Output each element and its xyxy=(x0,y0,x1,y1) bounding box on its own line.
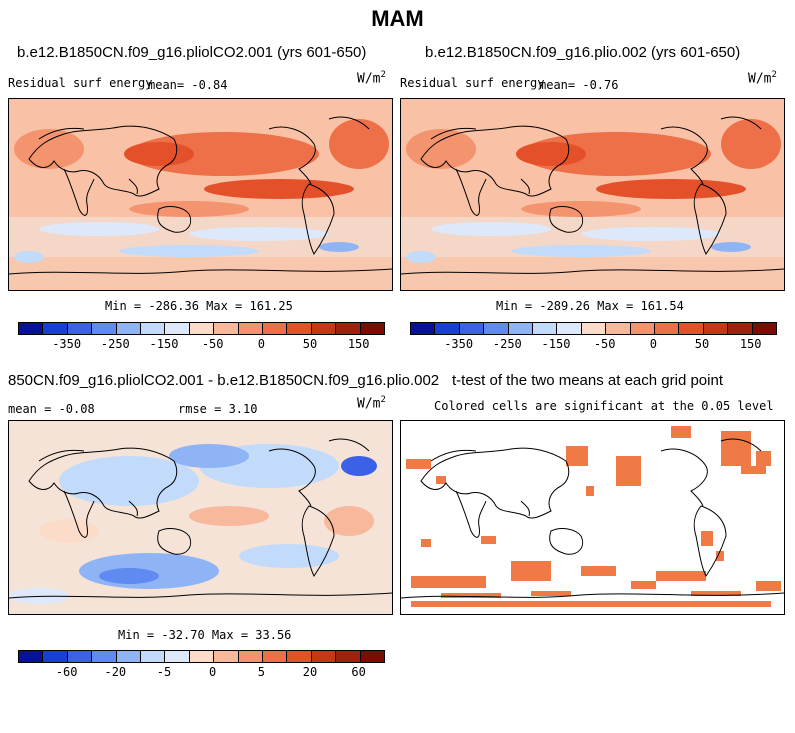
colorbar-segment xyxy=(214,651,239,662)
colorbar-tick-label: 5 xyxy=(257,665,265,679)
colorbar-segment xyxy=(679,323,704,334)
significance-map xyxy=(400,420,785,615)
colorbar-segment xyxy=(360,651,385,662)
colorbar-segment xyxy=(116,651,142,662)
colorbar-tick-label: 0 xyxy=(649,337,657,351)
top-right-variable-label: Residual surf energy xyxy=(400,76,545,90)
colorbar-tick-label: 60 xyxy=(351,665,366,679)
top-left-map xyxy=(8,98,393,291)
top-left-units-label: W/m2 xyxy=(357,70,386,87)
colorbar-segment xyxy=(728,323,753,334)
colorbar-segment xyxy=(238,651,264,662)
difference-map-svg xyxy=(9,421,392,614)
colorbar-segment xyxy=(141,323,166,334)
colorbar-segment xyxy=(43,323,68,334)
colorbar-tick-label: -50 xyxy=(201,337,224,351)
bottom-left-case-title: 850CN.f09_g16.pliolCO2.001 - b.e12.B1850… xyxy=(8,372,440,389)
colorbar-tick-label: -5 xyxy=(156,665,172,679)
colorbar-segment xyxy=(67,323,93,334)
colorbar-segment xyxy=(92,323,117,334)
page-title: MAM xyxy=(371,6,424,31)
bottom-right-case-title: t-test of the two means at each grid poi… xyxy=(452,372,723,389)
top-right-map-svg xyxy=(401,99,784,290)
bottom-left-rmse-label: rmse = 3.10 xyxy=(178,402,258,416)
colorbar-segment xyxy=(92,651,117,662)
colorbar-segment xyxy=(263,651,288,662)
colorbar-segment xyxy=(19,323,44,334)
colorbar-segment xyxy=(630,323,656,334)
colorbar-segment xyxy=(189,651,215,662)
colorbar-segment xyxy=(508,323,534,334)
top-left-case-title: b.e12.B1850CN.f09_g16.pliolCO2.001 (yrs … xyxy=(17,44,367,61)
colorbar-segment xyxy=(141,651,166,662)
colorbar-segment xyxy=(411,323,436,334)
colorbar-segment xyxy=(655,323,680,334)
colorbar-tick-label: -250 xyxy=(492,337,522,351)
top-right-mean-label: mean= -0.76 xyxy=(539,78,619,92)
colorbar-segment xyxy=(67,651,93,662)
bottom-right-subtitle: Colored cells are significant at the 0.0… xyxy=(434,399,774,413)
colorbar-tick-label: 0 xyxy=(257,337,265,351)
colorbar-segment xyxy=(311,323,337,334)
colorbar-tick-label: -60 xyxy=(55,665,78,679)
colorbar-segment xyxy=(484,323,509,334)
colorbar-segment xyxy=(311,651,337,662)
colorbar-tick-label: 150 xyxy=(347,337,370,351)
colorbar-tick-label: 150 xyxy=(739,337,762,351)
colorbar-tick-label: 50 xyxy=(694,337,710,351)
colorbar-tick-label: -250 xyxy=(100,337,130,351)
bottom-left-units-label: W/m2 xyxy=(357,395,386,412)
colorbar-segment xyxy=(360,323,385,334)
colorbar-segment xyxy=(263,323,288,334)
colorbar-segment xyxy=(189,323,215,334)
colorbar-segment xyxy=(165,323,190,334)
colorbar-segment xyxy=(238,323,264,334)
bottom-left-stats: Min = -32.70 Max = 33.56 xyxy=(118,628,292,642)
colorbar-tick-label: 50 xyxy=(302,337,318,351)
colorbar-tick-label: 0 xyxy=(209,665,217,679)
colorbar-segment xyxy=(752,323,777,334)
colorbar-tick-label: -150 xyxy=(149,337,179,351)
colorbar-tick-label: -150 xyxy=(541,337,571,351)
colorbar-segment xyxy=(581,323,607,334)
significance-map-svg xyxy=(401,421,784,614)
top-right-map xyxy=(400,98,785,291)
colorbar-segment xyxy=(533,323,558,334)
colorbar-segment xyxy=(287,323,312,334)
difference-map xyxy=(8,420,393,615)
colorbar-segment xyxy=(43,651,68,662)
top-left-colorbar xyxy=(18,322,385,335)
colorbar-tick-label: -350 xyxy=(444,337,474,351)
top-right-case-title: b.e12.B1850CN.f09_g16.plio.002 (yrs 601-… xyxy=(425,44,741,61)
top-right-units-label: W/m2 xyxy=(748,70,777,87)
colorbar-tick-label: -20 xyxy=(104,665,127,679)
colorbar-segment xyxy=(165,651,190,662)
colorbar-tick-label: -350 xyxy=(52,337,82,351)
bottom-left-mean-label: mean = -0.08 xyxy=(8,402,95,416)
colorbar-segment xyxy=(606,323,631,334)
top-left-mean-label: mean= -0.84 xyxy=(148,78,228,92)
colorbar-tick-label: 20 xyxy=(302,665,318,679)
colorbar-segment xyxy=(336,323,361,334)
colorbar-segment xyxy=(116,323,142,334)
colorbar-segment xyxy=(19,651,44,662)
colorbar-segment xyxy=(703,323,729,334)
colorbar-segment xyxy=(459,323,485,334)
top-right-stats: Min = -289.26 Max = 161.54 xyxy=(496,299,684,313)
colorbar-segment xyxy=(435,323,460,334)
colorbar-segment xyxy=(336,651,361,662)
colorbar-segment xyxy=(214,323,239,334)
top-right-colorbar xyxy=(410,322,777,335)
colorbar-segment xyxy=(557,323,582,334)
top-left-variable-label: Residual surf energy xyxy=(8,76,153,90)
difference-colorbar xyxy=(18,650,385,663)
top-left-stats: Min = -286.36 Max = 161.25 xyxy=(105,299,293,313)
colorbar-tick-label: -50 xyxy=(593,337,616,351)
top-left-map-svg xyxy=(9,99,392,290)
colorbar-segment xyxy=(287,651,312,662)
